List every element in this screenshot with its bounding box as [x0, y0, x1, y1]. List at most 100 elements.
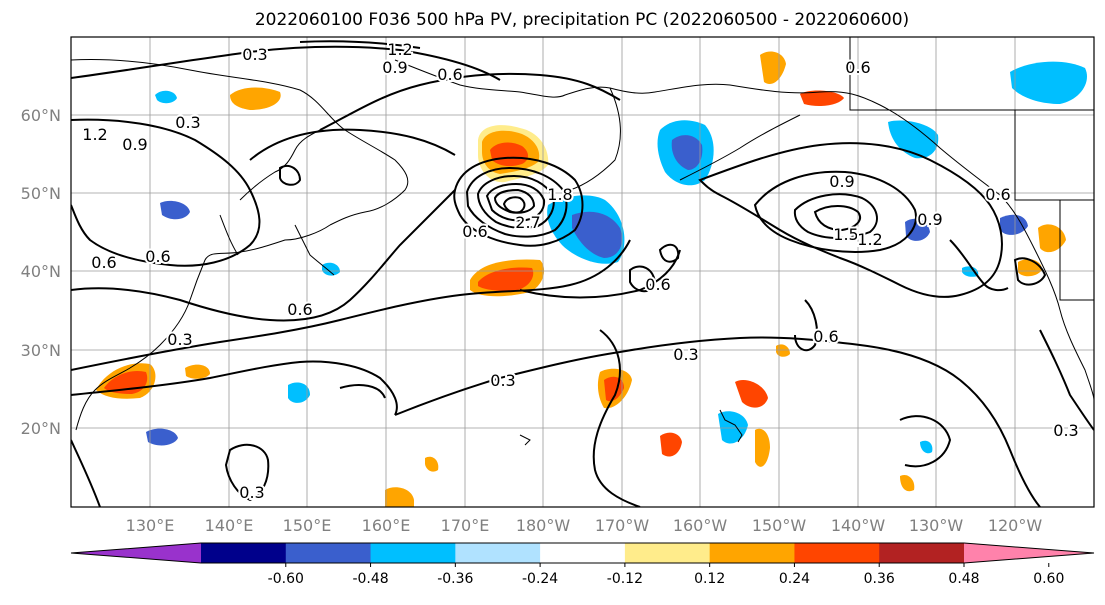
precip-positive-area: [425, 456, 439, 472]
longitude-labels: 130°E 140°E 150°E 160°E 170°E 180°W 170°…: [126, 516, 1043, 535]
precip-negative-area: [1000, 214, 1028, 235]
precip-positive-area: [1038, 224, 1066, 253]
contour-label: 0.6: [985, 185, 1010, 204]
contour-label: 1.2: [387, 40, 412, 59]
colorbar-tick-label: -0.48: [352, 571, 388, 587]
contour-label: 0.6: [462, 222, 487, 241]
precip-negative-area: [905, 218, 930, 241]
precip-negative-area: [572, 211, 623, 258]
colorbar-tick-label: -0.36: [437, 571, 473, 587]
contour-label: 0.9: [829, 172, 854, 191]
contour-labels: 0.3 1.2 0.9 0.6 0.3 1.2 0.9 0.6 0.6 0.3 …: [80, 38, 1080, 504]
colorbar-tick-label: 0.12: [694, 571, 725, 587]
precip-negative-area: [146, 428, 178, 446]
lon-label: 150°W: [752, 516, 807, 535]
colorbar-segment: [201, 543, 287, 563]
contour-label: 0.3: [239, 483, 264, 502]
colorbar-tick-label: -0.12: [607, 571, 643, 587]
precip-negative-area: [160, 200, 190, 220]
colorbar-segment: [540, 543, 626, 563]
precip-positive-area: [755, 428, 770, 467]
precip-positive-area: [900, 474, 915, 492]
contour-label: 0.3: [490, 371, 515, 390]
colorbar-tick-label: 0.60: [1033, 571, 1064, 587]
precip-positive-area: [490, 142, 528, 167]
contour-label: 0.3: [1053, 421, 1078, 440]
colorbar-tick-label: -0.60: [268, 571, 304, 587]
contour-label: 0.3: [242, 45, 267, 64]
precip-positive-area: [800, 90, 844, 106]
lat-label: 50°N: [21, 184, 61, 203]
latitude-labels: 60°N 50°N 40°N 30°N 20°N: [21, 106, 61, 438]
precip-positive-area: [760, 51, 786, 84]
map-panel: 0.3 1.2 0.9 0.6 0.3 1.2 0.9 0.6 0.6 0.3 …: [71, 37, 1094, 507]
lon-label: 130°W: [909, 516, 964, 535]
colorbar-tick-label: 0.48: [948, 571, 979, 587]
precip-positive-area: [735, 379, 768, 408]
precip-negative-area: [1010, 61, 1088, 104]
colorbar-tick-label: 0.36: [864, 571, 895, 587]
lon-label: 160°W: [673, 516, 728, 535]
contour-label: 0.9: [122, 135, 147, 154]
contour-label: 0.6: [145, 247, 170, 266]
map-frame: [70, 36, 1095, 508]
graticule: [71, 37, 1094, 507]
lat-label: 40°N: [21, 262, 61, 281]
contour-label: 0.3: [673, 345, 698, 364]
colorbar-outline: [70, 542, 1095, 564]
precip-negative-area: [155, 90, 177, 104]
contour-label: 1.8: [547, 185, 572, 204]
colorbar-extension-min: [71, 543, 201, 563]
lat-label: 60°N: [21, 106, 61, 125]
colorbar-segment: [455, 543, 541, 563]
precip-negative-area: [718, 411, 748, 444]
lon-label: 140°W: [831, 516, 886, 535]
lat-label: 30°N: [21, 341, 61, 360]
lon-label: 180°W: [516, 516, 571, 535]
precip-negative-area: [322, 262, 340, 276]
colorbar-segment: [624, 543, 711, 563]
contour-label: 0.3: [175, 113, 200, 132]
contour-label: 0.6: [845, 58, 870, 77]
colorbar-segment: [709, 543, 795, 563]
colorbar-tick-label: 0.24: [779, 571, 810, 587]
lon-label: 140°E: [205, 516, 254, 535]
colorbar-segment: [370, 543, 456, 563]
colorbar-segment: [879, 543, 965, 563]
precip-positive-area: [185, 364, 210, 379]
contour-label: 0.6: [91, 253, 116, 272]
pv-contours: [71, 40, 1094, 507]
lon-label: 130°E: [126, 516, 175, 535]
colorbar-segment: [285, 543, 372, 563]
contour-label: 1.5: [833, 225, 858, 244]
contour-label: 0.3: [167, 330, 192, 349]
colorbar: -0.60 -0.48 -0.36 -0.24 -0.12 0.12 0.24 0.36 0.4…: [70, 542, 1095, 587]
contour-label: 0.6: [645, 275, 670, 294]
precip-positive-area: [230, 87, 281, 110]
contour-label: 0.6: [437, 65, 462, 84]
precip-negative-area: [671, 135, 703, 170]
contour-label: 1.2: [82, 125, 107, 144]
contour-label: 0.9: [917, 210, 942, 229]
lon-label: 170°W: [595, 516, 650, 535]
lat-label: 20°N: [21, 419, 61, 438]
contour-label: 0.9: [382, 58, 407, 77]
contour-label: 1.2: [857, 230, 882, 249]
precip-negative-area: [288, 382, 310, 403]
figure-title: 2022060100 F036 500 hPa PV, precipitatio…: [255, 10, 909, 30]
precip-positive-area: [478, 267, 534, 291]
colorbar-tick-label: -0.24: [522, 571, 558, 587]
colorbar-extension-max: [964, 543, 1094, 563]
lon-label: 170°E: [441, 516, 490, 535]
contour-label: 2.7: [515, 213, 540, 232]
precip-negative-area: [962, 266, 979, 277]
coastlines: [71, 37, 1094, 446]
contour-label: 0.6: [287, 300, 312, 319]
lon-label: 150°E: [283, 516, 332, 535]
lon-label: 120°W: [988, 516, 1043, 535]
lon-label: 160°E: [362, 516, 411, 535]
precip-positive-area: [660, 432, 682, 457]
precip-positive-area: [776, 344, 790, 357]
colorbar-segment: [794, 543, 880, 563]
precip-positive-area: [385, 487, 414, 507]
